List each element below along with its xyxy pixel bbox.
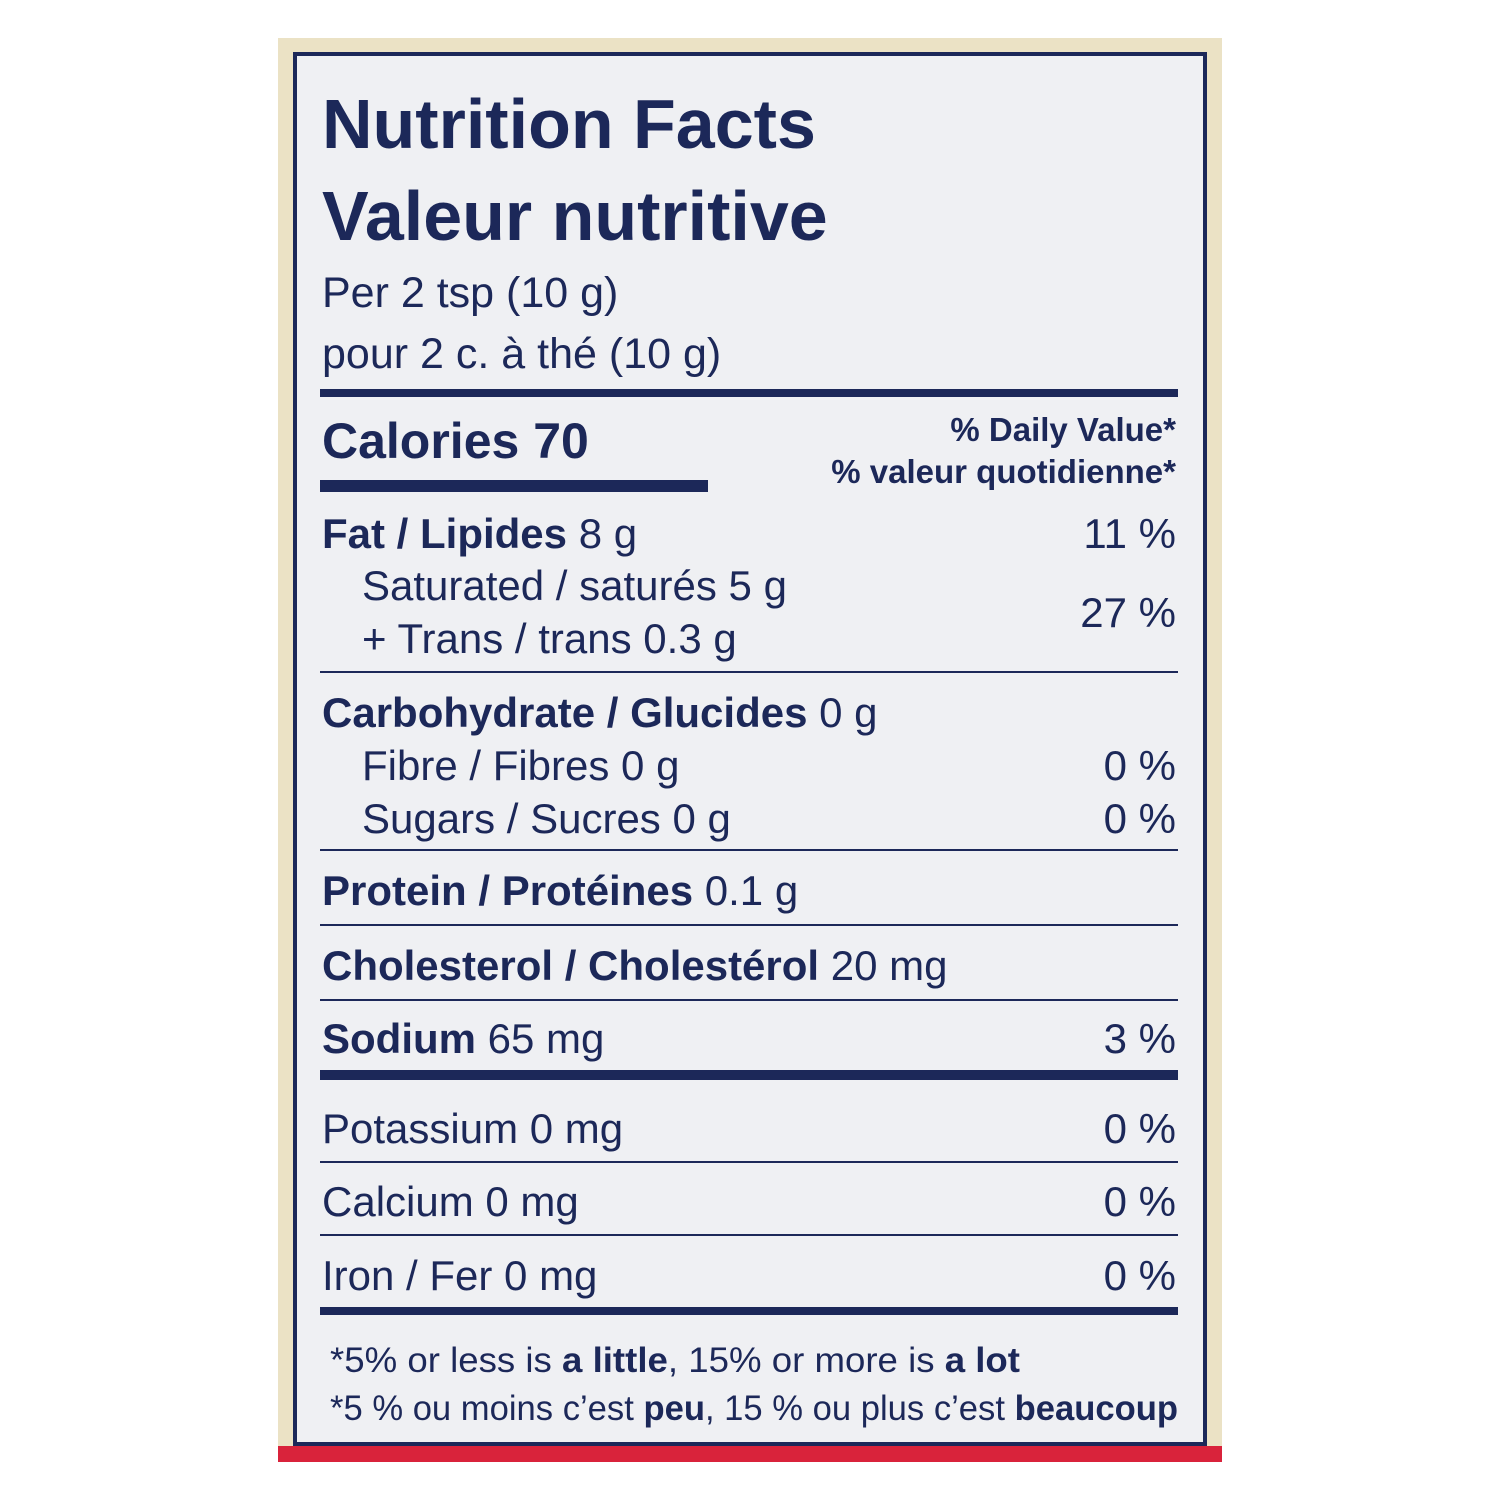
footnote-line: *5% or less is a little, 15% or more is …: [330, 1341, 1020, 1380]
nutrient-label: + Trans / trans 0.3 g: [362, 615, 737, 662]
serving-size: pour 2 c. à thé (10 g): [322, 330, 721, 378]
rule: [320, 1307, 1178, 1315]
rule: [320, 999, 1178, 1001]
footnote-text: , 15 % ou plus c’est: [705, 1389, 1015, 1428]
nutrient-amount: Potassium 0 mg: [322, 1105, 623, 1152]
daily-value: 0 %: [1104, 1252, 1176, 1299]
nutrient-name: Fat / Lipides: [322, 510, 567, 557]
nutrient-label: Calcium 0 mg: [322, 1178, 579, 1225]
calories-rule: [320, 480, 708, 492]
nutrient-amount: Saturated / saturés 5 g: [362, 562, 787, 609]
nutrient-label: Saturated / saturés 5 g: [362, 562, 787, 609]
rule: [320, 924, 1178, 926]
nutrient-amount: 65 mg: [476, 1015, 604, 1062]
daily-value: 0 %: [1104, 1178, 1176, 1225]
footnote-text: , 15% or more is: [668, 1341, 945, 1380]
nutrient-amount: 0 g: [807, 689, 877, 736]
footnote-text: beaucoup: [1015, 1389, 1178, 1428]
footnote-text: a little: [562, 1341, 668, 1380]
nutrient-label: Fibre / Fibres 0 g: [362, 742, 679, 789]
rule: [320, 1070, 1178, 1080]
title: Valeur nutritive: [322, 177, 828, 255]
nutrient-label: Carbohydrate / Glucides 0 g: [322, 689, 878, 736]
footnote-text: peu: [643, 1389, 705, 1428]
nutrient-name: Protein / Protéines: [322, 867, 693, 914]
footnote-text: a lot: [945, 1341, 1021, 1380]
daily-value: 3 %: [1104, 1015, 1176, 1062]
rule: [320, 671, 1178, 673]
nutrient-amount: Calcium 0 mg: [322, 1178, 579, 1225]
thick-rule: [320, 389, 1178, 397]
nutrient-name: Carbohydrate / Glucides: [322, 689, 807, 736]
nutrient-label: Sugars / Sucres 0 g: [362, 795, 731, 842]
footnote: *5% or less is a little, 15% or more is …: [330, 1341, 1178, 1428]
nutrient-label: Iron / Fer 0 mg: [322, 1252, 597, 1299]
rule: [320, 849, 1178, 851]
nutrient-label: Protein / Protéines 0.1 g: [322, 867, 798, 914]
nutrient-amount: Sugars / Sucres 0 g: [362, 795, 731, 842]
daily-value-header: % valeur quotidienne*: [831, 453, 1176, 490]
daily-value: 0 %: [1104, 1105, 1176, 1152]
daily-value: 11 %: [1083, 510, 1176, 557]
nutrient-name: Sodium: [322, 1015, 476, 1062]
nutrient-rows: Fat / Lipides 8 g 11 % Saturated / saturés…: [320, 510, 1178, 1315]
daily-value: 27 %: [1080, 589, 1176, 636]
nutrient-amount: 8 g: [567, 510, 637, 557]
daily-value-header: % Daily Value*: [950, 411, 1176, 448]
title: Nutrition Facts: [322, 85, 816, 163]
footnote-text: *5% or less is: [330, 1341, 562, 1380]
nutrient-amount: 20 mg: [819, 942, 947, 989]
footnote-text: *5 % ou moins c’est: [330, 1389, 643, 1428]
nutrient-amount: 0.1 g: [693, 867, 798, 914]
nutrient-amount: + Trans / trans 0.3 g: [362, 615, 737, 662]
nutrient-amount: Fibre / Fibres 0 g: [362, 742, 679, 789]
daily-value: 0 %: [1104, 795, 1176, 842]
serving-size: Per 2 tsp (10 g): [322, 269, 618, 317]
rule: [320, 1234, 1178, 1236]
nutrient-label: Cholesterol / Cholestérol 20 mg: [322, 942, 948, 989]
rule: [320, 1161, 1178, 1163]
label-panel: [293, 52, 1207, 1446]
nutrient-label: Potassium 0 mg: [322, 1105, 623, 1152]
nutrient-name: Cholesterol / Cholestérol: [322, 942, 819, 989]
nutrient-amount: Iron / Fer 0 mg: [322, 1252, 597, 1299]
nutrient-label: Sodium 65 mg: [322, 1015, 604, 1062]
nutrient-label: Fat / Lipides 8 g: [322, 510, 637, 557]
footnote-line: *5 % ou moins c’est peu, 15 % ou plus c’…: [330, 1389, 1178, 1428]
daily-value: 0 %: [1104, 742, 1176, 789]
red-strip: [278, 1446, 1222, 1462]
calories: Calories 70: [322, 413, 589, 469]
